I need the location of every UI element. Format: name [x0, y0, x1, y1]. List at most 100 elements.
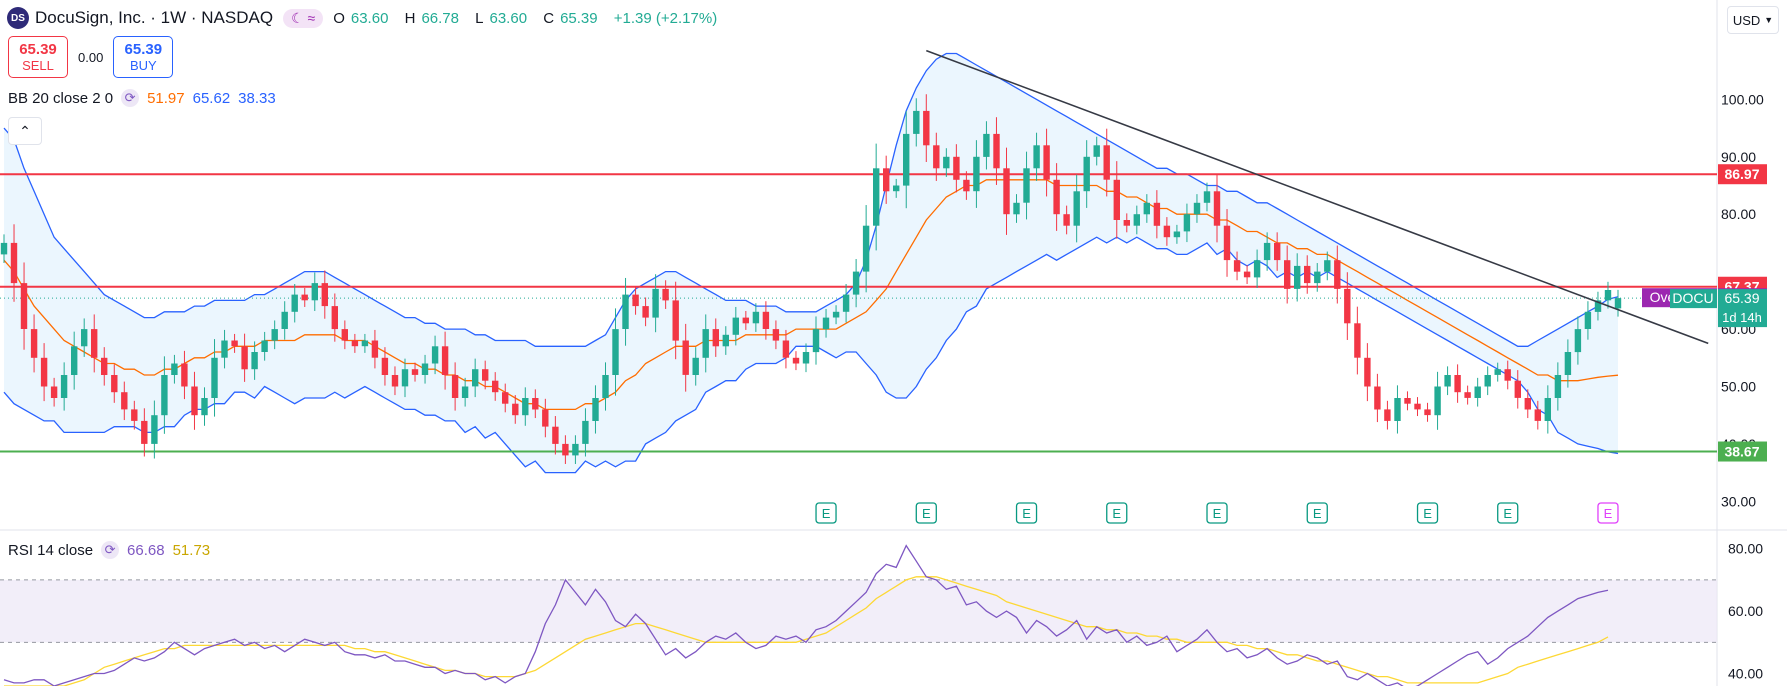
candle	[1354, 323, 1361, 358]
earnings-label: E	[1604, 506, 1613, 521]
candle	[60, 375, 68, 398]
rsi-value: 66.68	[127, 541, 165, 559]
candle	[842, 294, 850, 312]
candle	[1384, 409, 1391, 421]
candle	[81, 329, 88, 347]
candle	[321, 283, 328, 307]
earnings-box	[1416, 502, 1439, 524]
earnings-label: E	[1112, 506, 1121, 521]
candle	[622, 294, 629, 329]
candle	[1133, 214, 1140, 226]
candle	[1183, 214, 1191, 232]
earnings-label: E	[1423, 506, 1432, 521]
symbol-title[interactable]: DocuSign, Inc. · 1W · NASDAQ	[35, 8, 274, 27]
candle	[50, 386, 58, 398]
candle	[552, 426, 559, 444]
candle	[732, 317, 739, 335]
candle	[562, 443, 569, 456]
bb-label: BB 20 close 2 0	[8, 89, 114, 107]
earnings-label: E	[1213, 506, 1222, 521]
currency-selector[interactable]: USD ▼	[1727, 6, 1779, 34]
candle	[1334, 260, 1341, 289]
candle	[361, 340, 369, 347]
candle	[10, 242, 18, 284]
symbol-tag	[1670, 289, 1717, 309]
earnings-marker: E	[815, 502, 837, 524]
refresh-icon[interactable]: ⟳	[101, 541, 120, 559]
level-price-tag	[1718, 441, 1767, 462]
candle	[201, 398, 208, 416]
sell-button[interactable]: 65.39 SELL	[8, 36, 68, 78]
candle	[1013, 202, 1020, 215]
earnings-marker: E	[1597, 502, 1619, 524]
open-value: 63.60	[350, 9, 389, 27]
session-mode-icons[interactable]: ☾ ≈	[283, 8, 324, 28]
candle	[91, 329, 98, 358]
candle	[401, 369, 409, 387]
candle	[141, 420, 148, 444]
earnings-box	[1497, 502, 1519, 524]
candle	[1173, 231, 1181, 238]
candle	[101, 357, 108, 375]
candle	[211, 357, 218, 398]
collapse-legend-button[interactable]: ⌃	[8, 117, 42, 145]
candle	[742, 317, 749, 324]
candle	[241, 346, 248, 370]
level-price-label: 38.67	[1724, 444, 1759, 460]
candle	[532, 398, 539, 410]
change-value: +1.39 (+2.17%)	[613, 9, 718, 27]
candle	[40, 357, 48, 387]
candle	[1504, 369, 1511, 381]
candle	[903, 133, 910, 186]
price-tick-label: 50.00	[1721, 378, 1756, 394]
candle	[1033, 145, 1040, 169]
candle	[451, 375, 459, 398]
earnings-box	[915, 502, 937, 524]
earnings-box	[1015, 502, 1038, 524]
candle	[602, 375, 609, 398]
bb-legend[interactable]: BB 20 close 2 0 ⟳ 51.97 65.62 38.33	[8, 89, 276, 107]
earnings-box	[1206, 502, 1228, 524]
level-price-label: 86.97	[1724, 166, 1759, 182]
candle	[692, 357, 699, 375]
candle	[632, 294, 639, 307]
candle	[1434, 386, 1441, 416]
rsi-legend[interactable]: RSI 14 close ⟳ 66.68 51.73	[8, 541, 210, 559]
trade-panel: 65.39 SELL 0.00 65.39 BUY	[8, 36, 174, 78]
candle	[762, 311, 770, 329]
candle	[1284, 260, 1291, 289]
candle	[642, 306, 649, 318]
candle	[822, 317, 830, 330]
buy-button[interactable]: 65.39 BUY	[113, 36, 174, 78]
candle	[171, 363, 178, 375]
price-tick-label: 30.00	[1721, 493, 1756, 509]
bb-fill	[4, 53, 1618, 473]
candle	[421, 363, 429, 375]
chevron-down-icon: ▼	[1764, 15, 1774, 25]
candle	[311, 283, 318, 301]
candle	[852, 271, 860, 295]
candle	[191, 386, 198, 416]
candle	[1454, 375, 1461, 393]
candle	[1043, 145, 1050, 180]
earnings-label: E	[1313, 506, 1322, 521]
candle	[672, 300, 679, 341]
candle	[1294, 265, 1301, 289]
candle	[1053, 179, 1060, 215]
countdown-label: 1d 14h	[1722, 310, 1762, 325]
candle	[1324, 260, 1331, 272]
candle	[983, 133, 990, 157]
candle	[512, 403, 519, 416]
candle	[391, 375, 399, 387]
bb-lower-value: 38.33	[238, 89, 276, 107]
candle	[1614, 298, 1622, 309]
refresh-icon[interactable]: ⟳	[121, 89, 140, 107]
candle	[1023, 168, 1030, 203]
candle	[1223, 225, 1231, 261]
candle	[111, 375, 118, 393]
candle	[712, 329, 719, 347]
candle	[461, 386, 469, 398]
price-tick-label: 80.00	[1721, 206, 1756, 222]
earnings-marker: E	[1206, 502, 1228, 524]
